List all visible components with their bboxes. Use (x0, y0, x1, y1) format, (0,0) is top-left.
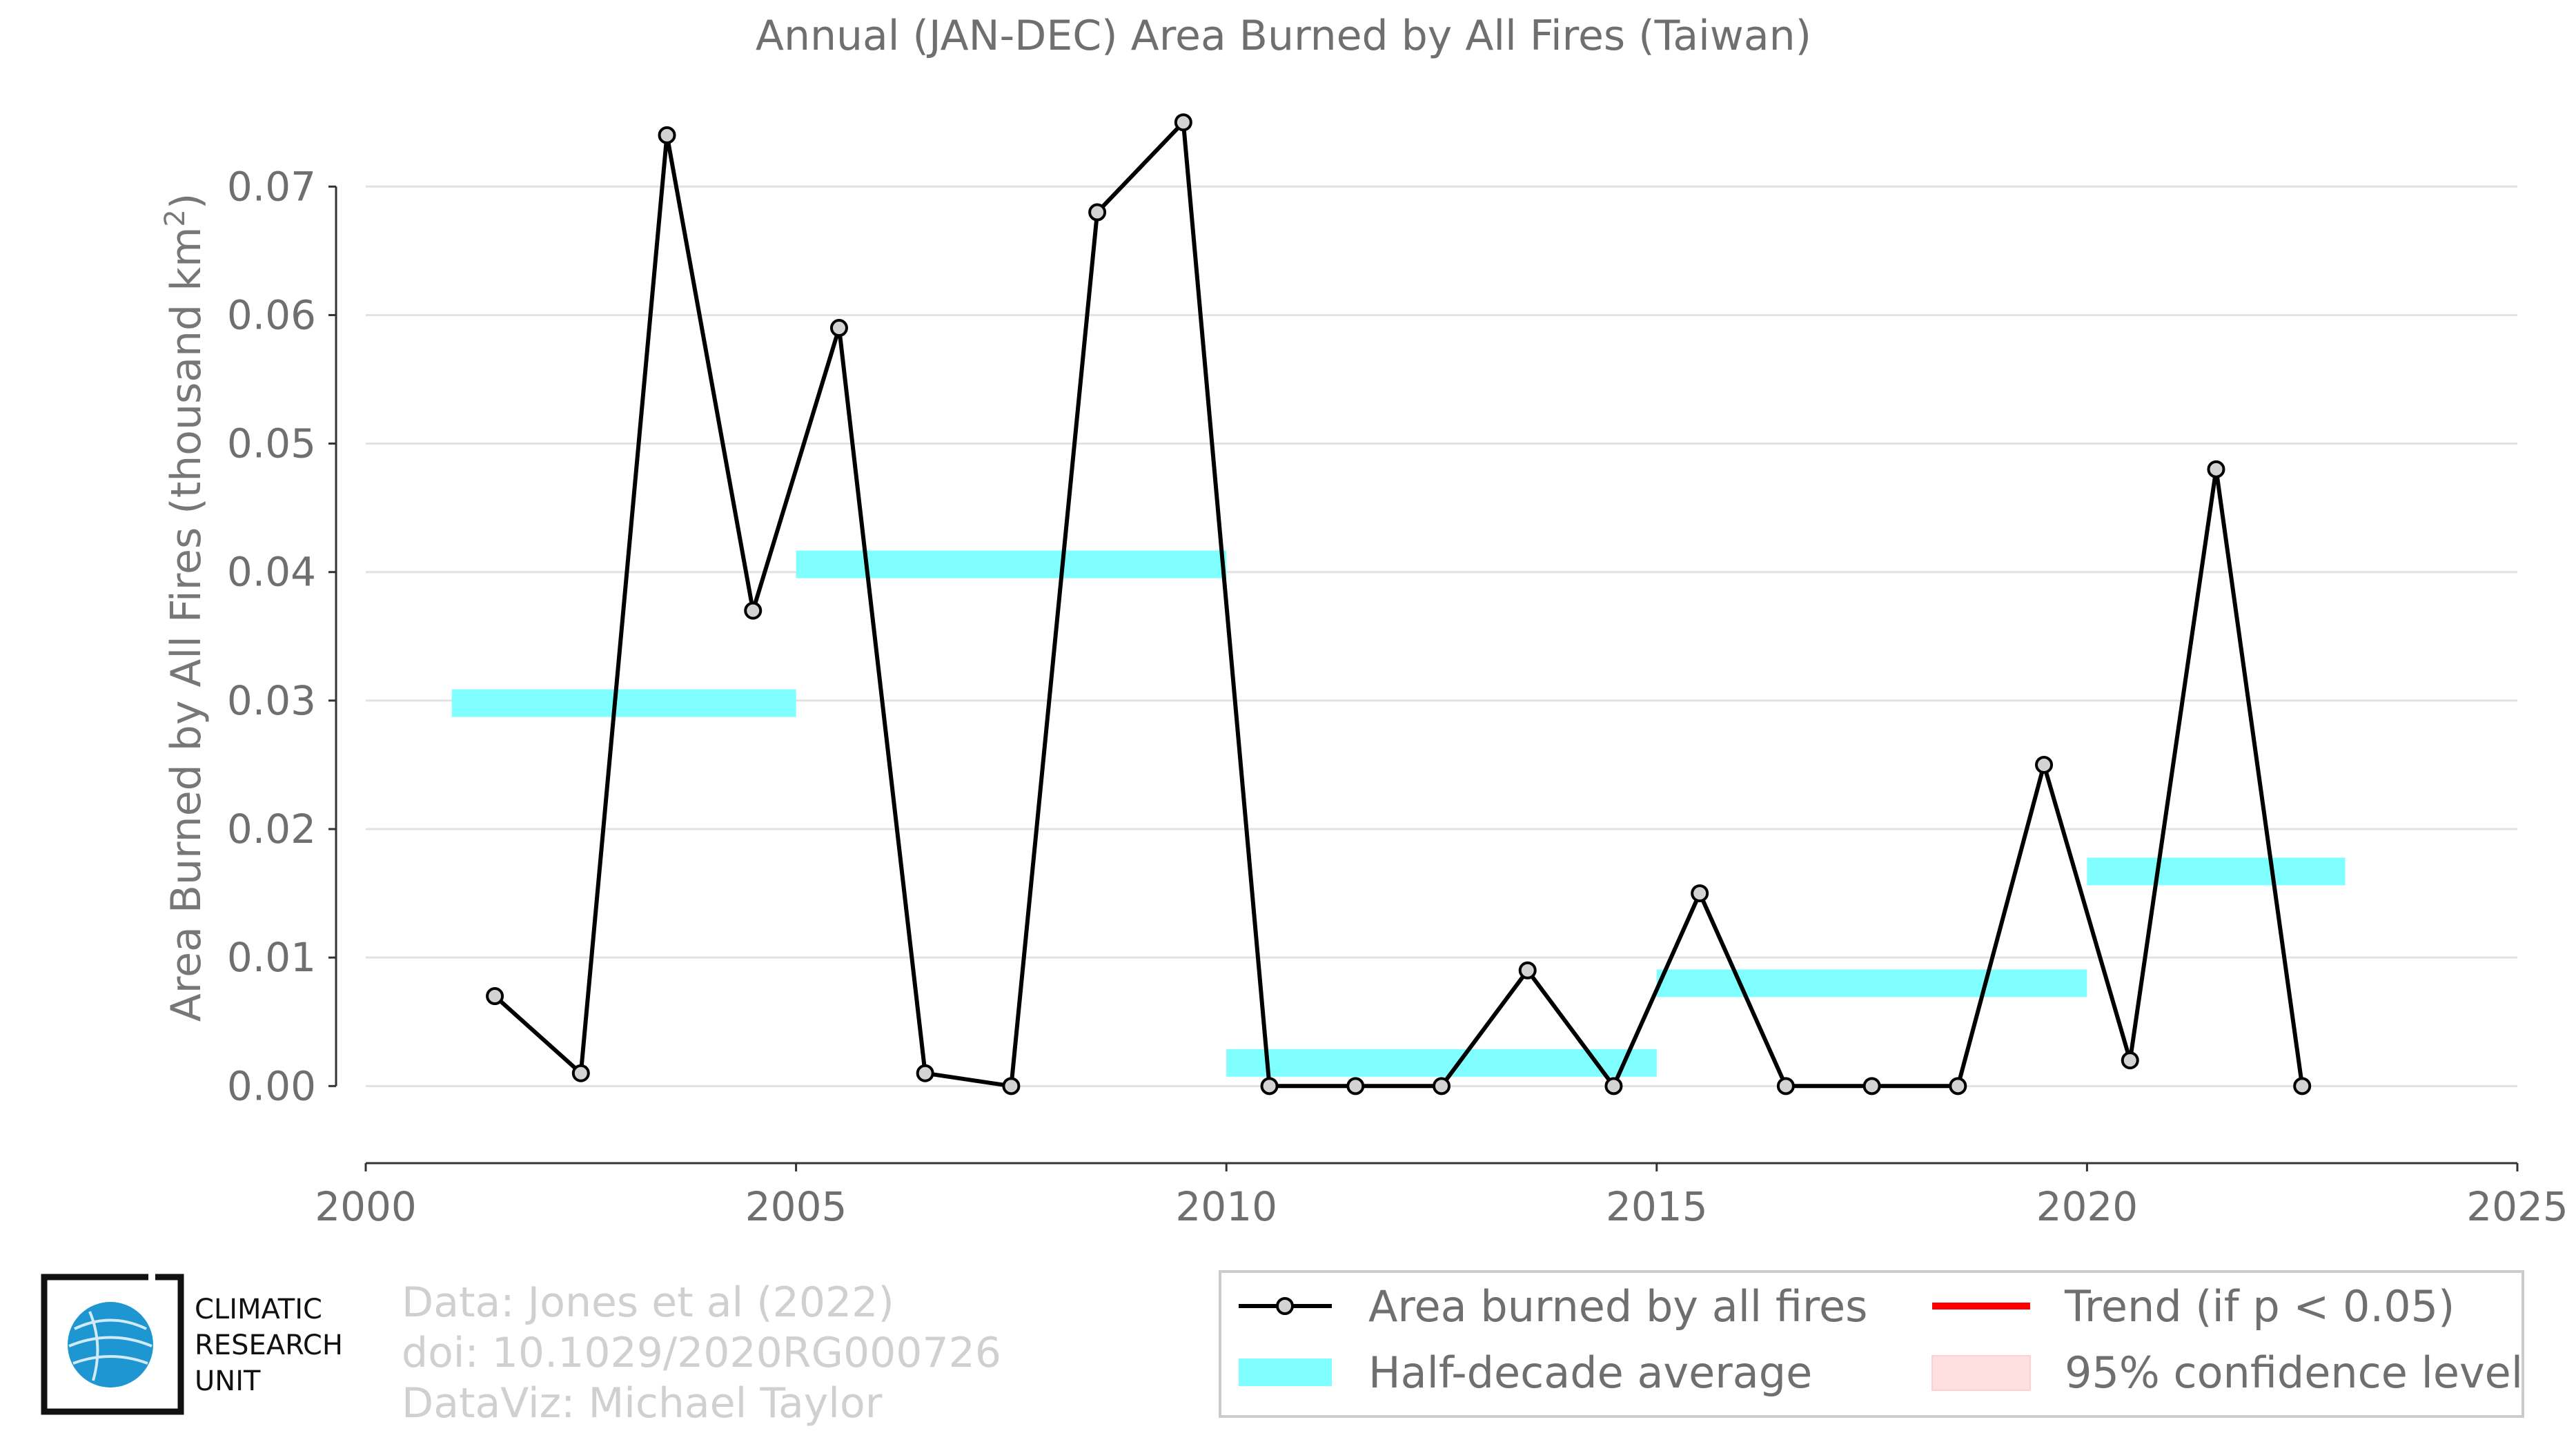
y-tick-label: 0.02 (227, 806, 316, 853)
legend-frame (1219, 1270, 2524, 1418)
logo-globe-icon (68, 1302, 153, 1387)
cru-logo: CLIMATIC RESEARCH UNIT (41, 1274, 343, 1415)
x-tick-label: 2000 (315, 1183, 417, 1230)
data-point (1862, 1077, 1881, 1095)
legend-label-area-burned: Area burned by all fires (1368, 1281, 1867, 1332)
data-point (1691, 884, 1709, 903)
half-decade-band (796, 550, 1227, 578)
data-point (2293, 1077, 2312, 1095)
data-point (1088, 203, 1107, 222)
data-point (1260, 1077, 1279, 1095)
data-point (658, 126, 676, 144)
y-axis-label-main: Area Burned by All Fires (thousand km (162, 227, 210, 1022)
data-point (1949, 1077, 1967, 1095)
legend-item-confidence: 95% confidence level (1931, 1347, 2523, 1398)
legend-item-half-decade: Half-decade average (1239, 1347, 1812, 1398)
data-point (2035, 755, 2054, 774)
y-axis-label: Area Burned by All Fires (thousand km2) (159, 193, 210, 1022)
data-point (571, 1064, 590, 1082)
data-point (1174, 113, 1192, 132)
data-point (1776, 1077, 1795, 1095)
data-point (829, 319, 848, 338)
y-tick-label: 0.03 (227, 677, 316, 724)
credit-dataviz: DataViz: Michael Taylor (402, 1379, 883, 1428)
logo-globe-lines-icon (68, 1311, 153, 1381)
legend-swatch-confidence (1931, 1355, 2031, 1391)
y-tick-label: 0.00 (227, 1062, 316, 1109)
x-axis: 2000 2005 2010 2015 2020 2025 (315, 1162, 2568, 1230)
legend-label-confidence: 95% confidence level (2065, 1347, 2523, 1398)
data-point (744, 601, 763, 620)
data-point (2207, 460, 2225, 478)
y-axis-label-superscript: 2 (159, 209, 191, 226)
logo-text-research: RESEARCH (195, 1330, 343, 1361)
x-tick-label: 2015 (1606, 1183, 1708, 1230)
series-layer (486, 113, 2312, 1095)
data-point (1346, 1077, 1365, 1095)
credit-doi: doi: 10.1029/2020RG000726 (402, 1329, 1001, 1377)
data-point (2121, 1051, 2139, 1070)
legend-swatch-marker (1276, 1297, 1294, 1315)
half-decade-bands (451, 550, 2346, 1077)
logo-text-climatic: CLIMATIC (195, 1294, 322, 1325)
x-tick-label: 2020 (2036, 1183, 2139, 1230)
y-axis-label-close: ) (162, 193, 210, 209)
data-point (916, 1064, 934, 1082)
y-tick-label: 0.06 (227, 291, 316, 338)
data-point (1518, 961, 1537, 980)
x-tick-label: 2005 (745, 1183, 847, 1230)
legend-swatch-band (1239, 1359, 1332, 1386)
logo-bracket-icon (41, 1274, 148, 1415)
y-tick-label: 0.04 (227, 549, 316, 596)
legend-item-area-burned: Area burned by all fires (1239, 1281, 1867, 1332)
half-decade-band (1226, 1049, 1657, 1077)
x-tick-label: 2025 (2466, 1183, 2568, 1230)
x-tick-label: 2010 (1175, 1183, 1277, 1230)
data-point (486, 987, 504, 1006)
legend-item-trend: Trend (if p < 0.05) (1932, 1281, 2455, 1332)
y-tick-label: 0.07 (227, 163, 316, 210)
series-line (493, 120, 2305, 1089)
credit-data: Data: Jones et al (2022) (402, 1278, 894, 1327)
y-tick-label: 0.01 (227, 934, 316, 981)
y-axis: 0.00 0.01 0.02 0.03 0.04 0.05 0.06 0.07 (227, 163, 337, 1109)
half-decade-band (451, 689, 796, 717)
legend-label-trend: Trend (if p < 0.05) (2064, 1281, 2455, 1332)
legend-label-half-decade: Half-decade average (1368, 1347, 1812, 1398)
data-point (1002, 1077, 1021, 1095)
data-point (1433, 1077, 1451, 1095)
gridlines (366, 185, 2517, 1087)
half-decade-band (2087, 857, 2346, 886)
half-decade-band (1656, 969, 2087, 997)
logo-text-unit: UNIT (195, 1365, 261, 1397)
legend: Area burned by all fires Trend (if p < 0… (1219, 1270, 2524, 1418)
credits: Data: Jones et al (2022) doi: 10.1029/20… (402, 1278, 1001, 1428)
chart-title: Annual (JAN-DEC) Area Burned by All Fire… (756, 12, 1811, 60)
logo-bracket-right-icon (81, 1274, 184, 1415)
y-tick-label: 0.05 (227, 420, 316, 467)
data-point (1604, 1077, 1623, 1095)
